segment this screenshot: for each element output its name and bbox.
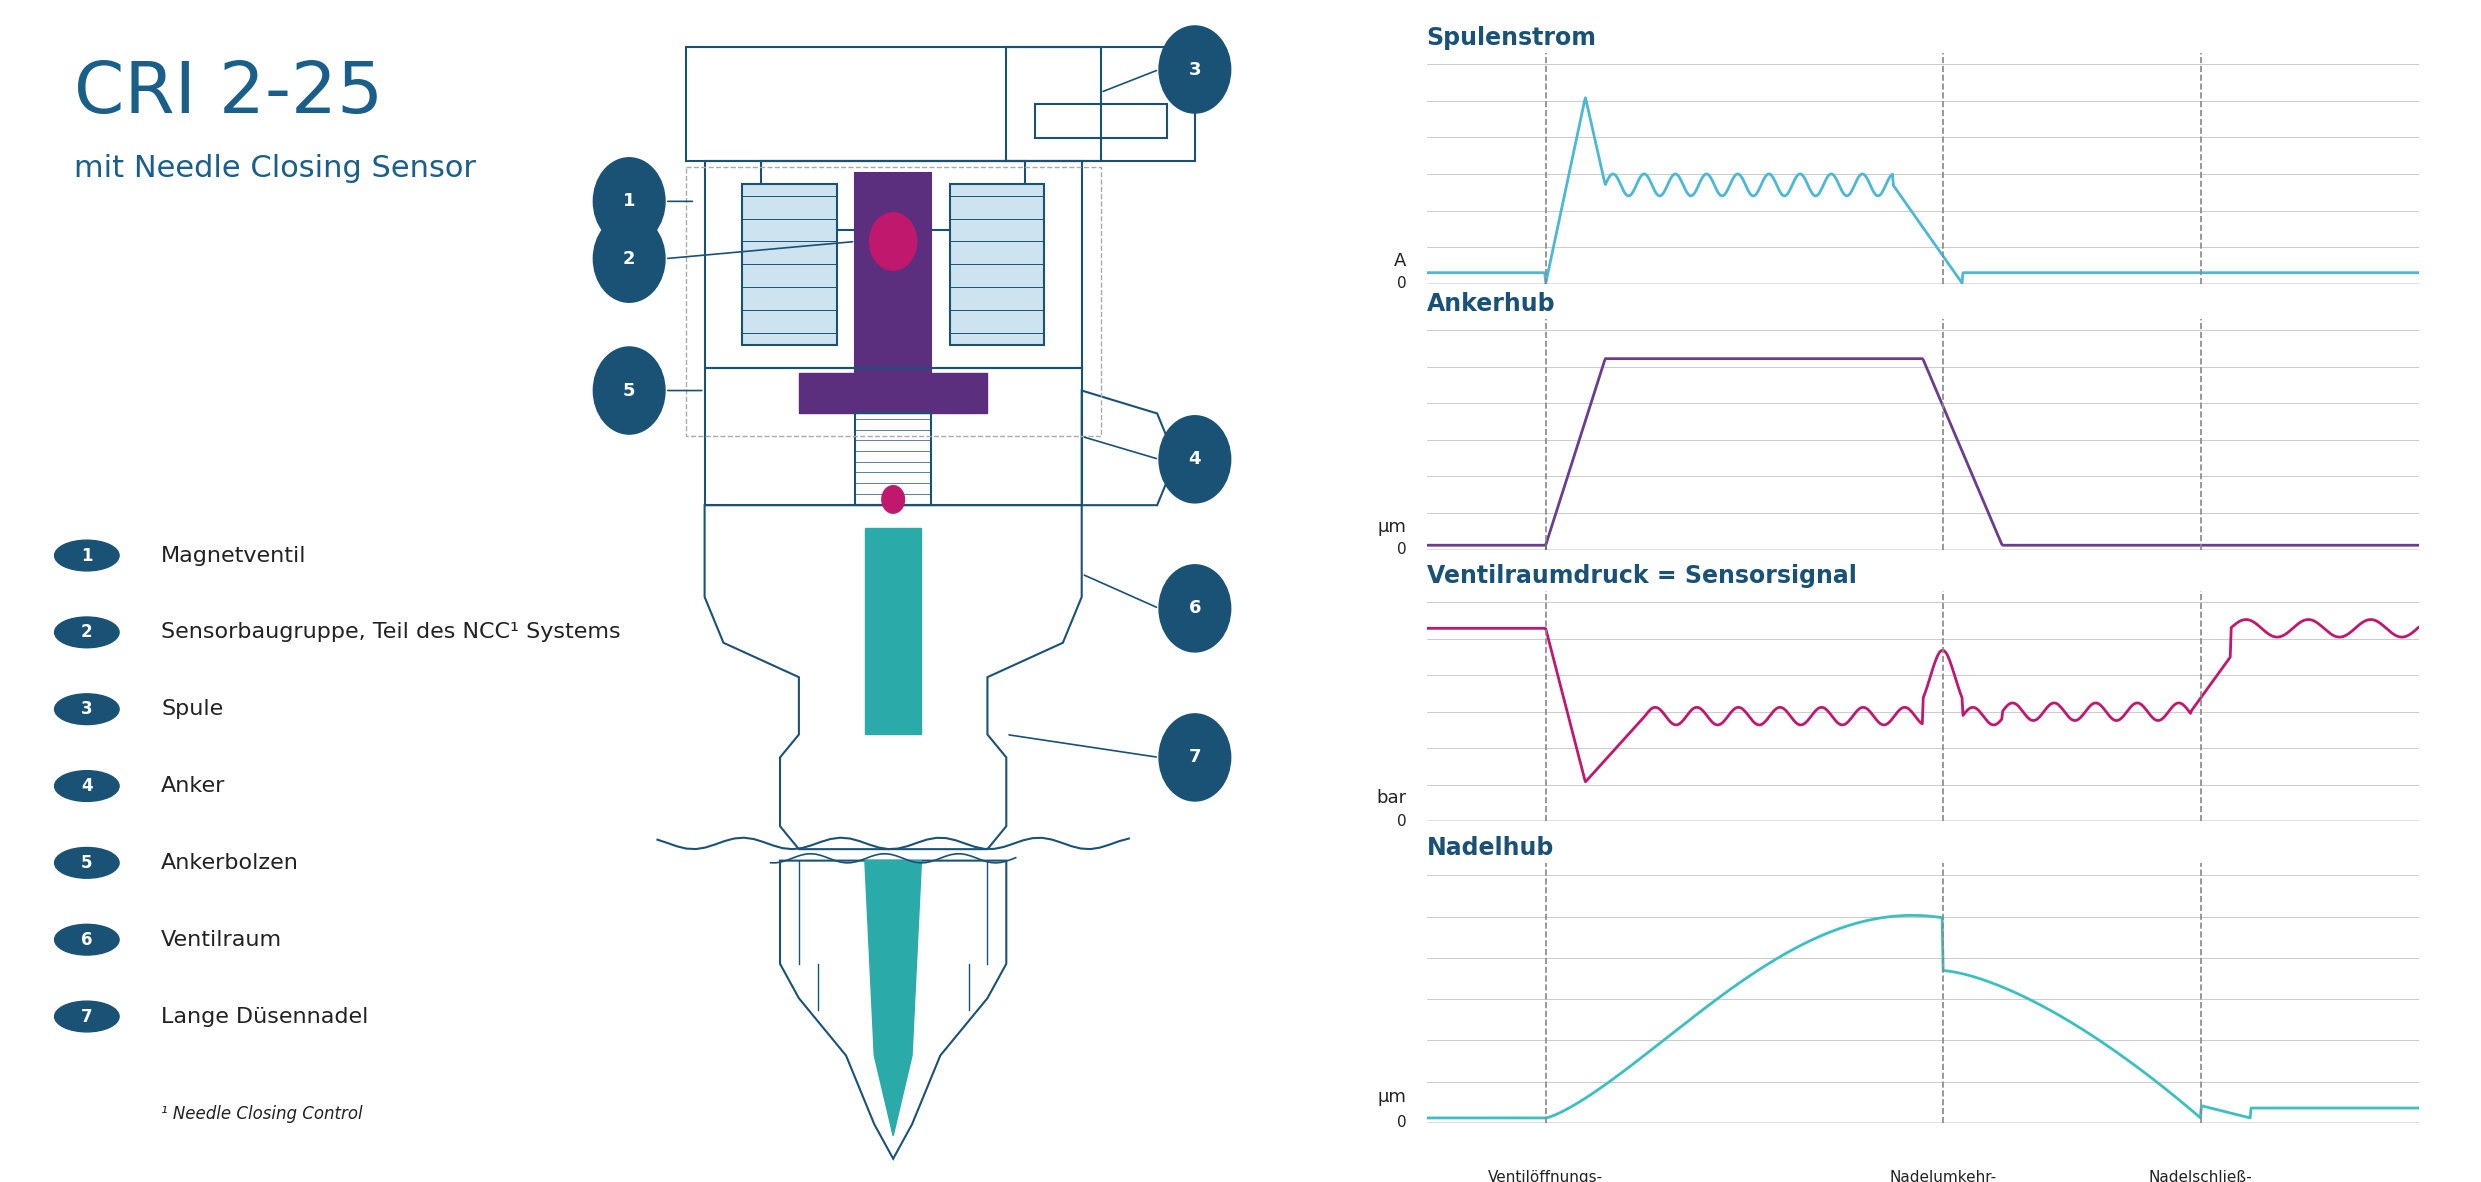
Text: Nadelhub: Nadelhub (1427, 836, 1553, 859)
Text: 4: 4 (1188, 450, 1201, 468)
Text: 4: 4 (82, 777, 92, 795)
Text: mit Needle Closing Sensor: mit Needle Closing Sensor (74, 154, 476, 183)
Text: A: A (1394, 252, 1407, 269)
Polygon shape (799, 374, 987, 414)
Text: 6: 6 (82, 930, 92, 949)
Text: Sensorbaugruppe, Teil des NCC¹ Systems: Sensorbaugruppe, Teil des NCC¹ Systems (161, 623, 620, 642)
Text: μm: μm (1377, 518, 1407, 535)
Text: 6: 6 (1188, 599, 1201, 617)
Text: 7: 7 (82, 1007, 92, 1026)
Polygon shape (866, 528, 920, 734)
Text: 0: 0 (1397, 1116, 1407, 1130)
Text: Nadelumkehr-
zeitpunkt: Nadelumkehr- zeitpunkt (1888, 1170, 1997, 1182)
Text: ¹ Needle Closing Control: ¹ Needle Closing Control (161, 1105, 362, 1123)
Text: Lange Düsennadel: Lange Düsennadel (161, 1007, 370, 1026)
Text: 1: 1 (623, 193, 635, 210)
Text: bar: bar (1377, 790, 1407, 807)
Text: 0: 0 (1397, 277, 1407, 291)
Text: 2: 2 (82, 623, 92, 642)
Circle shape (1159, 26, 1231, 113)
Text: 0: 0 (1397, 814, 1407, 829)
Circle shape (1159, 416, 1231, 502)
Text: Spule: Spule (161, 700, 223, 719)
Polygon shape (742, 184, 836, 345)
Circle shape (593, 348, 665, 434)
Circle shape (871, 213, 918, 271)
Text: CRI 2-25: CRI 2-25 (74, 59, 385, 128)
Text: μm: μm (1377, 1087, 1407, 1106)
Text: 5: 5 (623, 382, 635, 400)
Polygon shape (856, 173, 930, 390)
Circle shape (881, 486, 906, 513)
Text: 7: 7 (1188, 748, 1201, 766)
Text: Anker: Anker (161, 777, 226, 795)
Text: 3: 3 (82, 700, 92, 719)
Text: Spulenstrom: Spulenstrom (1427, 26, 1598, 50)
Text: 3: 3 (1188, 60, 1201, 78)
Text: 1: 1 (82, 546, 92, 565)
Text: Magnetventil: Magnetventil (161, 546, 308, 565)
Text: Ankerbolzen: Ankerbolzen (161, 853, 300, 872)
Text: Ventilraumdruck = Sensorsignal: Ventilraumdruck = Sensorsignal (1427, 564, 1856, 587)
Circle shape (593, 215, 665, 303)
Text: 0: 0 (1397, 543, 1407, 557)
Text: Ventilöffnungs-
zeitpunkt: Ventilöffnungs- zeitpunkt (1489, 1170, 1603, 1182)
Text: Nadelschließ-
zeitpunkt: Nadelschließ- zeitpunkt (2149, 1170, 2253, 1182)
Circle shape (1159, 565, 1231, 652)
Text: Ankerhub: Ankerhub (1427, 292, 1556, 316)
Text: Ventilraum: Ventilraum (161, 930, 283, 949)
Polygon shape (866, 860, 920, 1136)
Text: 2: 2 (623, 249, 635, 267)
Polygon shape (950, 184, 1045, 345)
Circle shape (593, 157, 665, 245)
Circle shape (1159, 714, 1231, 801)
Text: 5: 5 (82, 853, 92, 872)
